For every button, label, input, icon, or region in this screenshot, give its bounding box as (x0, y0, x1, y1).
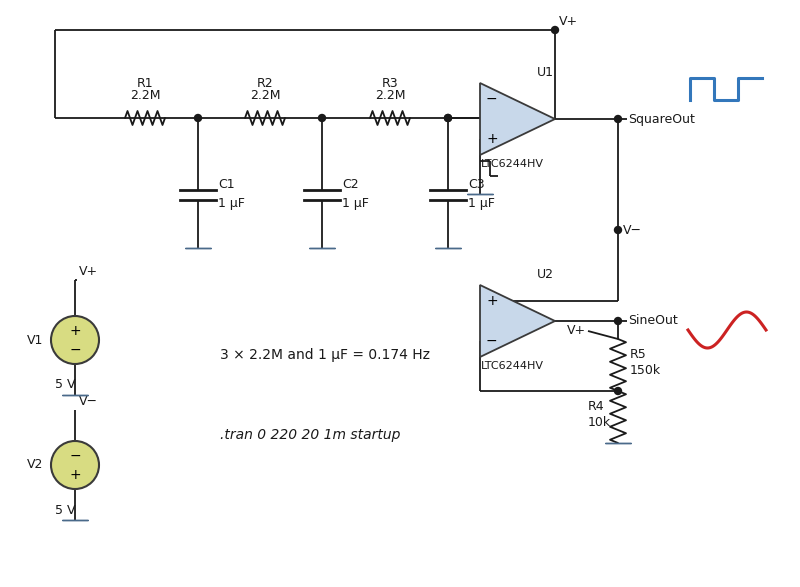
Circle shape (318, 114, 326, 122)
Circle shape (551, 26, 558, 33)
Text: −: − (69, 343, 81, 357)
Text: .tran 0 220 20 1m startup: .tran 0 220 20 1m startup (220, 428, 400, 442)
Text: LTC6244HV: LTC6244HV (481, 361, 544, 371)
Circle shape (194, 114, 202, 122)
Text: 2.2M: 2.2M (250, 89, 280, 102)
Text: C3: C3 (468, 178, 485, 191)
Text: R2: R2 (257, 77, 274, 90)
Text: 2.2M: 2.2M (374, 89, 406, 102)
Text: 2.2M: 2.2M (130, 89, 160, 102)
Text: C1: C1 (218, 178, 234, 191)
Text: R1: R1 (137, 77, 154, 90)
Text: 1 µF: 1 µF (218, 197, 245, 210)
Circle shape (614, 227, 622, 234)
Circle shape (445, 114, 451, 122)
Text: SineOut: SineOut (628, 315, 678, 328)
Text: LTC6244HV: LTC6244HV (481, 159, 544, 169)
Text: V1: V1 (26, 333, 43, 346)
Circle shape (51, 441, 99, 489)
Text: 1 µF: 1 µF (342, 197, 369, 210)
Text: V−: V− (79, 395, 98, 408)
Circle shape (51, 316, 99, 364)
Text: V+: V+ (559, 15, 578, 28)
Text: +: + (486, 132, 498, 146)
Text: 10k: 10k (588, 417, 611, 430)
Text: +: + (69, 468, 81, 482)
Text: 5 V: 5 V (55, 504, 75, 517)
Text: V−: V− (623, 224, 642, 237)
Text: −: − (486, 92, 498, 106)
Circle shape (614, 318, 622, 325)
Circle shape (614, 387, 622, 394)
Text: SquareOut: SquareOut (628, 113, 695, 126)
Circle shape (614, 116, 622, 123)
Text: V+: V+ (567, 325, 586, 338)
Text: V+: V+ (79, 265, 98, 278)
Text: V2: V2 (26, 458, 43, 471)
Text: U1: U1 (537, 66, 554, 79)
Text: 5 V: 5 V (55, 379, 75, 392)
Text: C2: C2 (342, 178, 358, 191)
Text: 150k: 150k (630, 365, 661, 377)
Polygon shape (480, 285, 555, 357)
Text: R4: R4 (588, 400, 605, 413)
Text: −: − (486, 334, 498, 348)
Circle shape (445, 114, 451, 122)
Text: R5: R5 (630, 349, 646, 362)
Polygon shape (480, 83, 555, 155)
Text: R3: R3 (382, 77, 398, 90)
Text: 3 × 2.2M and 1 µF = 0.174 Hz: 3 × 2.2M and 1 µF = 0.174 Hz (220, 348, 430, 362)
Text: +: + (486, 294, 498, 308)
Text: 1 µF: 1 µF (468, 197, 495, 210)
Text: −: − (69, 449, 81, 463)
Text: +: + (69, 324, 81, 338)
Text: U2: U2 (537, 268, 554, 281)
